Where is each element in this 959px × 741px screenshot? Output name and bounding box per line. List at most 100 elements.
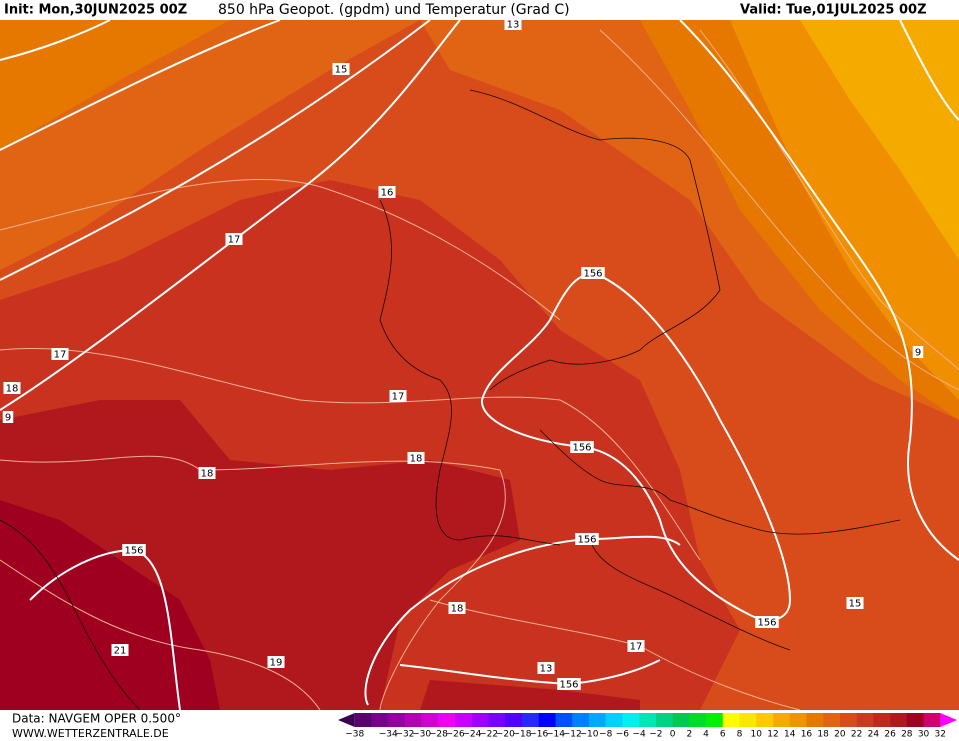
contour-label: 9 bbox=[5, 413, 11, 424]
isotherm bbox=[0, 347, 701, 561]
contour-label-box bbox=[267, 656, 285, 668]
init-time: Init: Mon,30JUN2025 00Z bbox=[4, 3, 187, 18]
contour-label: 156 bbox=[572, 443, 591, 454]
colorbar-label: −10 bbox=[579, 730, 598, 740]
colorbar-swatch bbox=[388, 713, 406, 727]
contour-label: 18 bbox=[451, 604, 464, 615]
colorbar-swatch bbox=[756, 713, 774, 727]
contour-label-box bbox=[912, 346, 924, 358]
colorbar: −38 −34−32−30−28−26−24−22−20−18−16−14−12−… bbox=[338, 713, 957, 740]
contour-label-box bbox=[557, 678, 581, 690]
header: Init: Mon,30JUN2025 00Z 850 hPa Geopot. … bbox=[0, 0, 959, 20]
colorbar-label: 18 bbox=[817, 730, 829, 740]
contour-label-box bbox=[570, 441, 594, 453]
colorbar-swatch bbox=[689, 713, 707, 727]
colorbar-swatch bbox=[739, 713, 757, 727]
isotherm bbox=[699, 29, 959, 371]
contour bbox=[0, 19, 281, 151]
data-source: Data: NAVGEM OPER 0.500° bbox=[12, 712, 181, 726]
colorbar-swatch bbox=[605, 713, 623, 727]
contour-label-box bbox=[755, 616, 779, 628]
contour-label: 19 bbox=[270, 658, 283, 669]
contour-label: 18 bbox=[201, 469, 214, 480]
geopotential-lines bbox=[0, 19, 959, 711]
contour bbox=[679, 19, 959, 561]
colorbar-swatch bbox=[890, 713, 908, 727]
border bbox=[0, 519, 141, 711]
colorbar-label: 6 bbox=[720, 730, 726, 740]
colorbar-label: −28 bbox=[429, 730, 448, 740]
contour-label: 156 bbox=[559, 680, 578, 691]
colorbar-label: 8 bbox=[737, 730, 743, 740]
map-area bbox=[0, 19, 959, 711]
colorbar-swatch bbox=[856, 713, 874, 727]
contour-label-box bbox=[389, 390, 407, 402]
contour-label: 9 bbox=[915, 348, 921, 359]
colorbar-label: 12 bbox=[767, 730, 778, 740]
contour-label-box bbox=[407, 452, 425, 464]
border bbox=[379, 199, 561, 546]
contour bbox=[0, 19, 461, 411]
colorbar-swatch bbox=[923, 713, 941, 727]
contour-label: 21 bbox=[114, 646, 127, 657]
isotherm bbox=[599, 29, 959, 391]
colorbar-label: −32 bbox=[395, 730, 414, 740]
contour-label: 13 bbox=[507, 20, 520, 31]
colorbar-label: −6 bbox=[616, 730, 630, 740]
border bbox=[539, 429, 901, 535]
colorbar-swatch bbox=[572, 713, 590, 727]
colorbar-swatch bbox=[873, 713, 891, 727]
valid-time: Valid: Tue,01JUL2025 00Z bbox=[740, 3, 927, 18]
contour-label-box bbox=[627, 640, 645, 652]
colorbar-swatch bbox=[823, 713, 841, 727]
borders bbox=[0, 89, 901, 711]
contour-label-box bbox=[537, 662, 555, 674]
contour-label-box bbox=[846, 597, 864, 609]
colorbar-swatch bbox=[806, 713, 824, 727]
colorbar-label: −24 bbox=[462, 730, 481, 740]
contour-label-box bbox=[448, 602, 466, 614]
temp-region bbox=[800, 20, 959, 260]
contour-label: 17 bbox=[630, 642, 643, 653]
temp-region bbox=[0, 500, 220, 710]
contour-label: 156 bbox=[124, 546, 143, 557]
contour-label-box bbox=[122, 544, 146, 556]
border bbox=[589, 539, 791, 651]
colorbar-swatch bbox=[906, 713, 924, 727]
contour-label-box bbox=[332, 63, 350, 75]
contour-label: 16 bbox=[381, 188, 394, 199]
contour-label: 17 bbox=[228, 235, 241, 246]
contour-label: 156 bbox=[577, 535, 596, 546]
contour-label-box bbox=[378, 186, 396, 198]
contour-label: 15 bbox=[335, 65, 348, 76]
colorbar-swatch bbox=[706, 713, 724, 727]
header-bar bbox=[0, 0, 959, 20]
contour-label: 156 bbox=[583, 269, 602, 280]
colorbar-label: 22 bbox=[851, 730, 862, 740]
temp-region bbox=[420, 680, 640, 710]
colorbar-swatch bbox=[471, 713, 489, 727]
contour-label-box bbox=[3, 382, 21, 394]
colorbar-label: −4 bbox=[632, 730, 646, 740]
contour-label: 156 bbox=[757, 618, 776, 629]
colorbar-swatch bbox=[772, 713, 791, 727]
colorbar-label: −34 bbox=[379, 730, 398, 740]
contour-label-box bbox=[225, 233, 243, 245]
contour-label-box bbox=[575, 533, 599, 545]
map-title: 850 hPa Geopot. (gpdm) und Temperatur (G… bbox=[218, 2, 570, 18]
colorbar-swatch bbox=[622, 713, 640, 727]
colorbar-label: 14 bbox=[784, 730, 796, 740]
colorbar-label: −16 bbox=[529, 730, 548, 740]
contour-label: 18 bbox=[6, 384, 19, 395]
colorbar-label: −26 bbox=[446, 730, 465, 740]
colorbar-label: 10 bbox=[751, 730, 763, 740]
colorbar-swatch bbox=[655, 713, 673, 727]
contour-label-box bbox=[2, 411, 14, 423]
colorbar-swatch bbox=[404, 713, 422, 727]
colorbar-swatch bbox=[522, 713, 540, 727]
contour bbox=[480, 272, 792, 621]
isotherm bbox=[0, 455, 506, 711]
colorbar-label: −18 bbox=[513, 730, 532, 740]
